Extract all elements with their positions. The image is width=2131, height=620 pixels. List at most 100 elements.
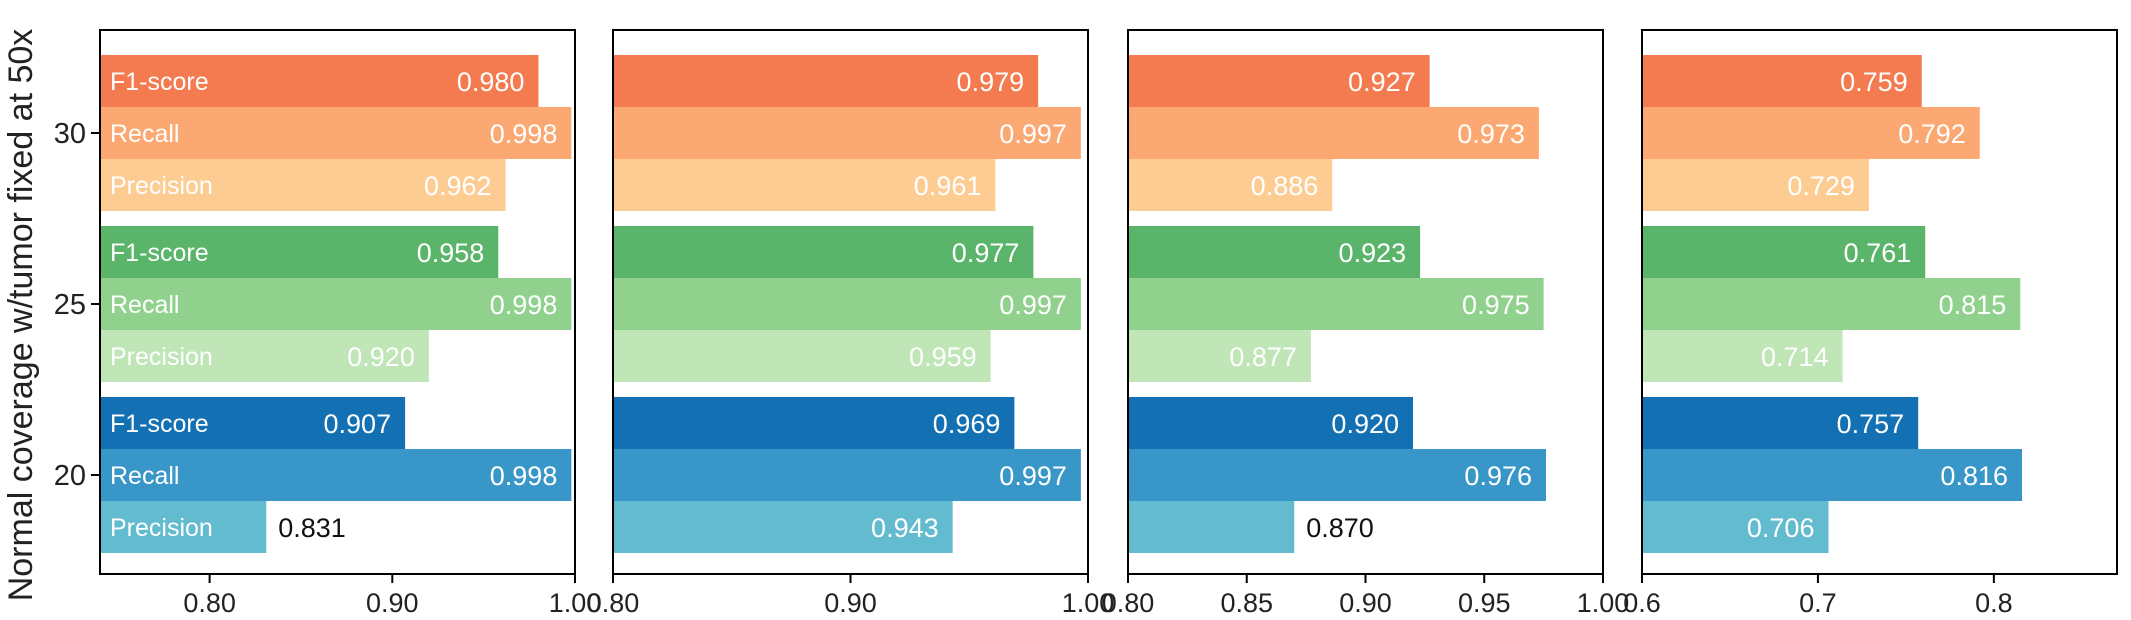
bar-30-f1-score — [1642, 55, 1922, 107]
metric-label: Recall — [110, 120, 179, 148]
x-tick-label: 0.80 — [183, 588, 236, 618]
value-label: 0.997 — [999, 119, 1067, 149]
value-label: 0.977 — [952, 238, 1020, 268]
bar-20-f1-score — [100, 397, 406, 449]
value-label: 0.870 — [1306, 513, 1374, 543]
value-label: 0.927 — [1348, 67, 1416, 97]
x-tick-label: 0.7 — [1799, 588, 1837, 618]
bar-25-precision — [100, 330, 429, 382]
value-label: 0.923 — [1339, 238, 1407, 268]
value-label: 0.907 — [324, 409, 392, 439]
value-label: 0.920 — [347, 342, 415, 372]
bar-20-f1-score — [1128, 397, 1413, 449]
bar-30-precision — [1128, 159, 1333, 211]
value-label: 0.998 — [490, 290, 558, 320]
bar-30-recall — [1128, 107, 1539, 159]
metric-label: F1-score — [110, 68, 209, 96]
metric-label: F1-score — [110, 239, 209, 267]
x-tick-label: 1.00 — [549, 588, 602, 618]
bar-30-f1-score — [1128, 55, 1430, 107]
bar-25-f1-score — [613, 226, 1034, 278]
bar-25-recall — [613, 278, 1081, 330]
x-tick-label: 0.6 — [1623, 588, 1661, 618]
bar-20-precision — [1642, 501, 1829, 553]
value-label: 0.729 — [1787, 171, 1855, 201]
x-tick-label: 0.90 — [824, 588, 877, 618]
value-label: 0.831 — [278, 513, 346, 543]
bar-20-recall — [100, 449, 572, 501]
bar-20-precision — [100, 501, 267, 553]
value-label: 0.761 — [1844, 238, 1912, 268]
bar-20-recall — [613, 449, 1081, 501]
bar-30-f1-score — [100, 55, 539, 107]
y-axis-title: Normal coverage w/tumor fixed at 50x — [2, 29, 40, 602]
value-label: 0.975 — [1462, 290, 1530, 320]
bar-30-precision — [1642, 159, 1869, 211]
bar-30-recall — [1642, 107, 1980, 159]
x-tick-label: 1.00 — [1062, 588, 1115, 618]
bar-20-f1-score — [1642, 397, 1919, 449]
x-tick-label: 0.8 — [1975, 588, 2013, 618]
bar-25-precision — [1642, 330, 1843, 382]
x-tick-label: 0.90 — [366, 588, 419, 618]
x-tick-label: 1.00 — [1577, 588, 1630, 618]
bar-30-f1-score — [613, 55, 1039, 107]
value-label: 0.997 — [999, 290, 1067, 320]
bar-30-recall — [100, 107, 572, 159]
panel-1: 0.980 F1-score 0.998 Recall 0.962 Precision 0.… — [99, 29, 602, 618]
y-tick-label: 30 — [54, 118, 86, 150]
metric-label: F1-score — [110, 410, 209, 438]
bar-20-f1-score — [613, 397, 1015, 449]
value-label: 0.706 — [1747, 513, 1815, 543]
bar-25-precision — [613, 330, 991, 382]
bar-30-precision — [613, 159, 996, 211]
panel-frame — [99, 29, 576, 575]
panel-3: 0.927 0.973 0.886 0.923 0.975 0.877 0.920 0.976… — [1102, 29, 1630, 618]
panel-4: 0.759 0.792 0.729 0.761 0.815 0.714 0.757 0.816… — [1623, 29, 2118, 618]
value-label: 0.969 — [933, 409, 1001, 439]
metric-label: Precision — [110, 343, 213, 371]
x-tick-label: 0.85 — [1220, 588, 1273, 618]
value-label: 0.997 — [999, 461, 1067, 491]
value-label: 0.976 — [1464, 461, 1532, 491]
value-label: 0.886 — [1251, 171, 1319, 201]
metric-label: Recall — [110, 462, 179, 490]
value-label: 0.759 — [1840, 67, 1908, 97]
metric-label: Recall — [110, 291, 179, 319]
x-tick-label: 0.80 — [587, 588, 640, 618]
bar-25-recall — [1642, 278, 2021, 330]
value-label: 0.815 — [1939, 290, 2007, 320]
value-label: 0.998 — [490, 119, 558, 149]
bar-25-recall — [100, 278, 572, 330]
x-tick-label: 0.90 — [1339, 588, 1392, 618]
value-label: 0.979 — [957, 67, 1025, 97]
value-label: 0.792 — [1898, 119, 1966, 149]
metric-label: Precision — [110, 172, 213, 200]
panel-2: 0.979 0.997 0.961 0.977 0.997 0.959 0.969 0.997… — [587, 29, 1115, 618]
value-label: 0.958 — [417, 238, 485, 268]
bar-20-precision — [1128, 501, 1295, 553]
value-label: 0.961 — [914, 171, 982, 201]
bar-25-f1-score — [1642, 226, 1926, 278]
bar-25-f1-score — [1128, 226, 1421, 278]
x-tick-label: 0.80 — [1102, 588, 1155, 618]
value-label: 0.980 — [457, 67, 525, 97]
value-label: 0.943 — [871, 513, 939, 543]
metric-label: Precision — [110, 514, 213, 542]
bar-30-recall — [613, 107, 1081, 159]
value-label: 0.959 — [909, 342, 977, 372]
panel-frame — [1641, 29, 2118, 575]
bar-20-recall — [1642, 449, 2022, 501]
y-tick-label: 20 — [54, 460, 86, 492]
bar-25-f1-score — [100, 226, 499, 278]
value-label: 0.962 — [424, 171, 492, 201]
bar-20-recall — [1128, 449, 1546, 501]
value-label: 0.816 — [1940, 461, 2008, 491]
value-label: 0.973 — [1457, 119, 1525, 149]
bar-25-precision — [1128, 330, 1311, 382]
value-label: 0.757 — [1837, 409, 1905, 439]
bar-20-precision — [613, 501, 953, 553]
bar-25-recall — [1128, 278, 1544, 330]
value-label: 0.920 — [1331, 409, 1399, 439]
